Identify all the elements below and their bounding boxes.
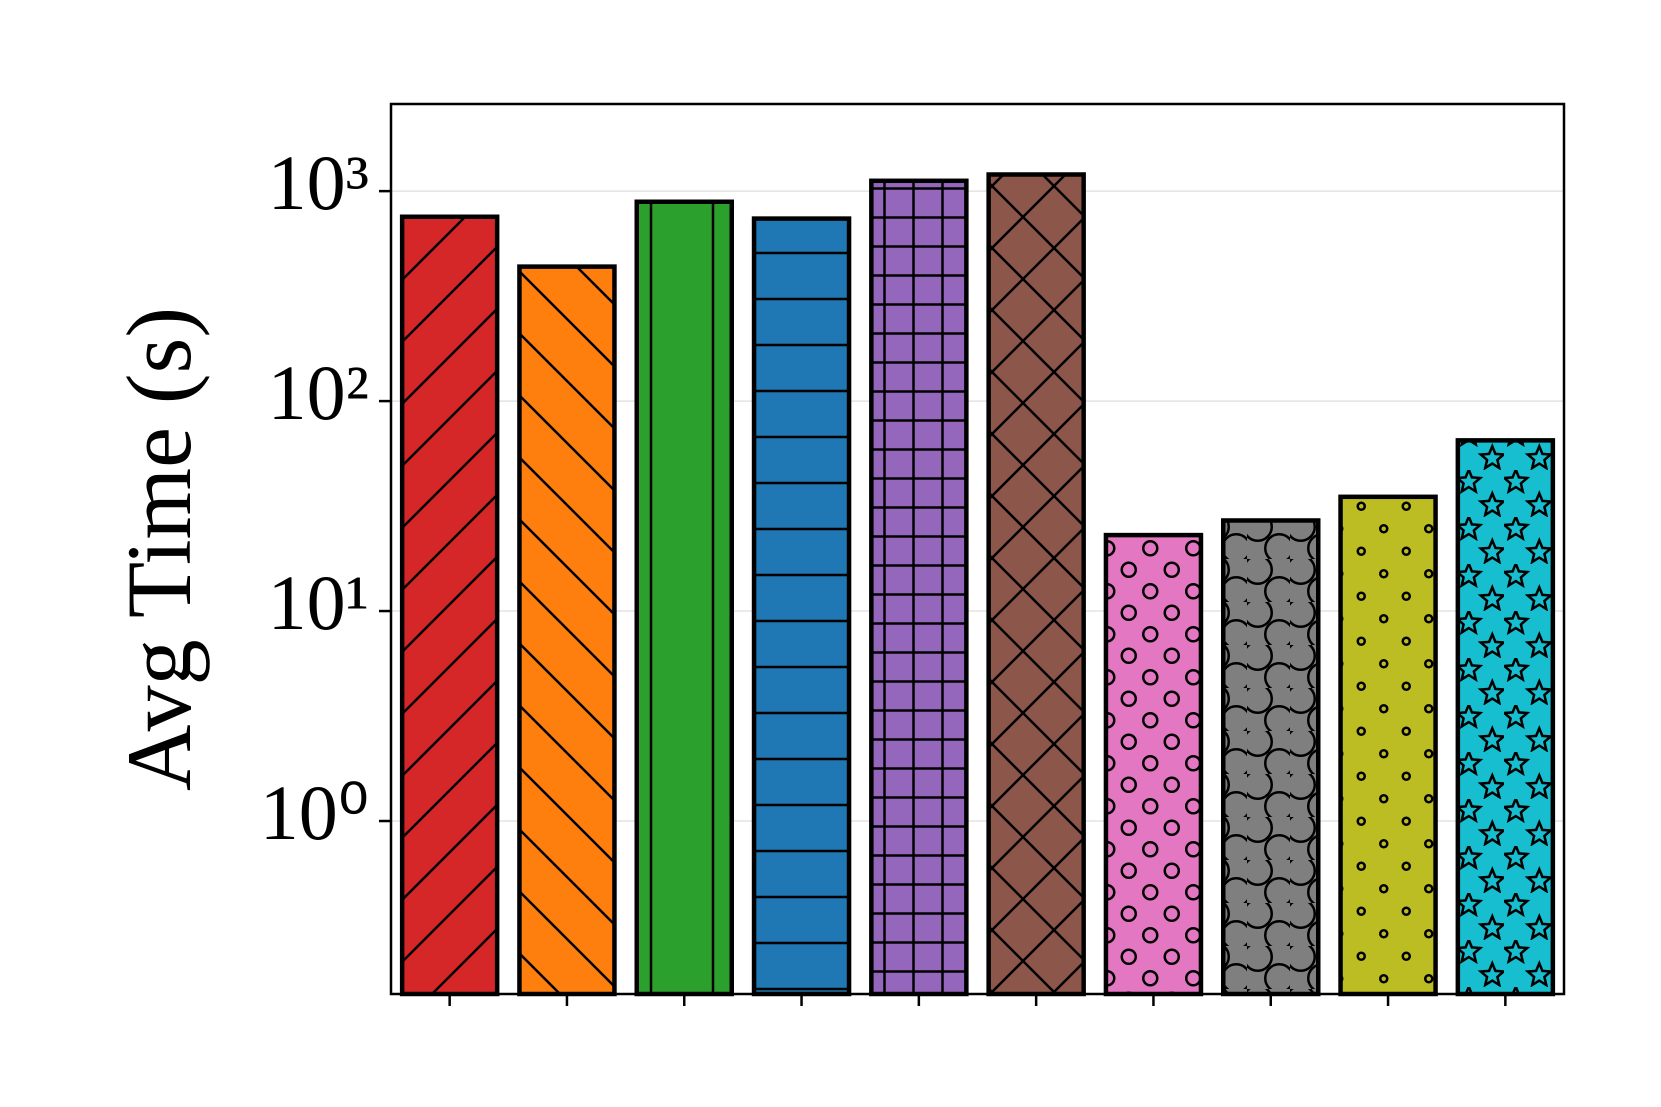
bar-hatch <box>751 216 852 997</box>
y-tick-label: 10³ <box>268 139 369 226</box>
bar-hatch <box>1220 518 1321 997</box>
bar-hatch <box>1338 494 1438 997</box>
y-tick-label: 10² <box>268 349 369 436</box>
bar-hatch <box>634 199 735 997</box>
bar-hatch <box>399 214 500 997</box>
y-tick-label: 10⁰ <box>260 769 369 856</box>
plot-frame <box>389 102 1566 996</box>
bar-hatch <box>1455 438 1556 997</box>
y-axis-label: Avg Time (s) <box>108 307 210 791</box>
bar-hatch <box>1103 532 1204 997</box>
bar-hatch <box>869 178 969 997</box>
y-tick-label: 10¹ <box>268 559 369 646</box>
bar-hatch <box>986 172 1086 997</box>
bar-hatch <box>517 264 617 997</box>
